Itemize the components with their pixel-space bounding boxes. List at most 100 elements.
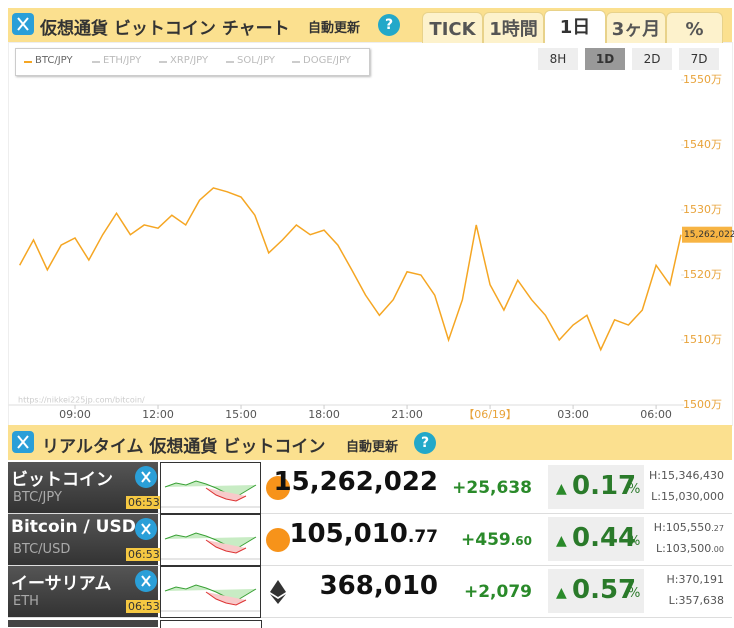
high-int: H:370,191 (666, 573, 724, 586)
x-icon[interactable] (12, 431, 34, 453)
title: 仮想通貨 ビットコイン チャート (40, 19, 290, 39)
percent: 0.44 (572, 523, 637, 553)
row-partial (8, 620, 158, 627)
legend-label[interactable]: SOL/JPY (237, 55, 276, 66)
change-int: +459 (461, 530, 511, 550)
ticker-title: リアルタイム 仮想通貨 ビットコイン (42, 437, 326, 457)
low-int: L:103,500 (655, 542, 712, 555)
help-icon[interactable]: ? (414, 432, 436, 454)
coin-name: Bitcoin / USD (11, 517, 136, 537)
range-button[interactable]: 1D (585, 48, 625, 70)
y-tick-label: 1500万 (683, 398, 722, 411)
x-tick-label: 03:00 (557, 408, 589, 421)
price-int: 368,010 (319, 571, 438, 601)
auto-update: 自動更新 (346, 440, 399, 455)
tab[interactable]: 1日 (544, 10, 606, 43)
pair: BTC/USD (13, 542, 71, 557)
change-dec: .60 (510, 534, 532, 548)
legend-swatch (159, 61, 167, 63)
price-int: 15,262,022 (273, 467, 438, 497)
time: 06:53 (126, 496, 162, 509)
price-line (19, 187, 682, 352)
low: L:15,030,000 (651, 490, 724, 503)
percent: 0.57 (572, 575, 637, 605)
x-tick-label: 09:00 (59, 408, 91, 421)
price: 15,262,022 (274, 467, 438, 497)
chart: https://nikkei225jp.com/bitcoin/1500万 151… (8, 73, 734, 421)
coin-icon (266, 476, 290, 500)
range-button[interactable]: 7D (679, 48, 719, 70)
x-icon[interactable] (12, 13, 34, 35)
ticker-row: Bitcoin / USD BTC/USD 06:53 105,010.77 +459.… (8, 514, 732, 566)
change: +459.60 (461, 530, 532, 550)
range-button[interactable]: 8H (538, 48, 578, 70)
percent-box: ▲ 0.44% (548, 517, 644, 561)
last-label-bg (682, 226, 732, 243)
time: 06:53 (126, 600, 162, 613)
tab[interactable]: % (666, 12, 723, 43)
x-icon (135, 466, 157, 488)
sparkline (160, 514, 261, 566)
y-tick-label: 1520万 (683, 268, 722, 281)
legend-swatch (292, 61, 300, 63)
legend-swatch (226, 61, 234, 63)
x-tick-label: 15:00 (225, 408, 257, 421)
unit: % (628, 586, 641, 601)
tab[interactable]: TICK (422, 12, 483, 43)
x-tick-label: 【06/19】 (463, 408, 517, 421)
legend-label[interactable]: XRP/JPY (170, 55, 209, 66)
tab[interactable]: 3ヶ月 (606, 12, 666, 43)
range-button[interactable]: 2D (632, 48, 672, 70)
auto-update: 自動更新 (308, 21, 361, 36)
x-tick-label: 18:00 (308, 408, 340, 421)
watermark: https://nikkei225jp.com/bitcoin/ (18, 396, 145, 405)
y-tick-label: 1530万 (683, 203, 722, 216)
change: +25,638 (452, 478, 532, 498)
y-tick-label: 1510万 (683, 333, 722, 346)
high: H:15,346,430 (649, 469, 724, 482)
pair: ETH (13, 594, 39, 609)
legend-label[interactable]: DOGE/JPY (303, 55, 351, 66)
low: L:357,638 (669, 594, 724, 607)
coin-icon (268, 579, 288, 609)
arrow: ▲ (556, 585, 567, 601)
tab[interactable]: 1時間 (483, 12, 544, 43)
coin-name: ビットコイン (11, 470, 113, 490)
high-int: H:105,550 (653, 521, 712, 534)
percent-box: ▲ 0.17% (548, 465, 644, 509)
legend-label[interactable]: BTC/JPY (35, 55, 73, 66)
time: 06:53 (126, 548, 162, 561)
x-icon (135, 518, 157, 540)
low: L:103,500.00 (656, 542, 724, 555)
coin-icon (266, 528, 290, 552)
change-int: +25,638 (452, 478, 532, 498)
high-int: H:15,346,430 (649, 469, 724, 482)
high-dec: .27 (711, 524, 724, 533)
low-int: L:15,030,000 (651, 490, 724, 503)
x-icon (135, 570, 157, 592)
high: H:370,191 (667, 573, 724, 586)
price-int: 105,010 (289, 519, 408, 549)
change-int: +2,079 (463, 582, 532, 602)
unit: % (628, 482, 641, 497)
legend-swatch (24, 61, 32, 63)
change: +2,079 (464, 582, 532, 602)
help-icon[interactable]: ? (378, 14, 400, 36)
ticker-row: ビットコイン BTC/JPY 06:53 15,262,022 +25,638 ▲ 0.17… (8, 462, 732, 514)
percent-box: ▲ 0.57% (548, 569, 644, 613)
legend-label[interactable]: ETH/JPY (103, 55, 142, 66)
ticker-row: イーサリアム ETH 06:53 368,010 +2,079 ▲ 0.57% H:370,1… (8, 566, 732, 618)
low-int: L:357,638 (668, 594, 724, 607)
ticker-header (8, 425, 732, 460)
last-label: 15,262,022 (684, 230, 734, 240)
high: H:105,550.27 (654, 521, 724, 534)
arrow: ▲ (556, 533, 567, 549)
price: 105,010.77 (289, 519, 438, 549)
low-dec: .00 (711, 545, 724, 554)
y-tick-label: 1550万 (683, 73, 722, 86)
y-tick-label: 1540万 (683, 138, 722, 151)
percent: 0.17 (572, 471, 637, 501)
row-partial (160, 620, 262, 628)
